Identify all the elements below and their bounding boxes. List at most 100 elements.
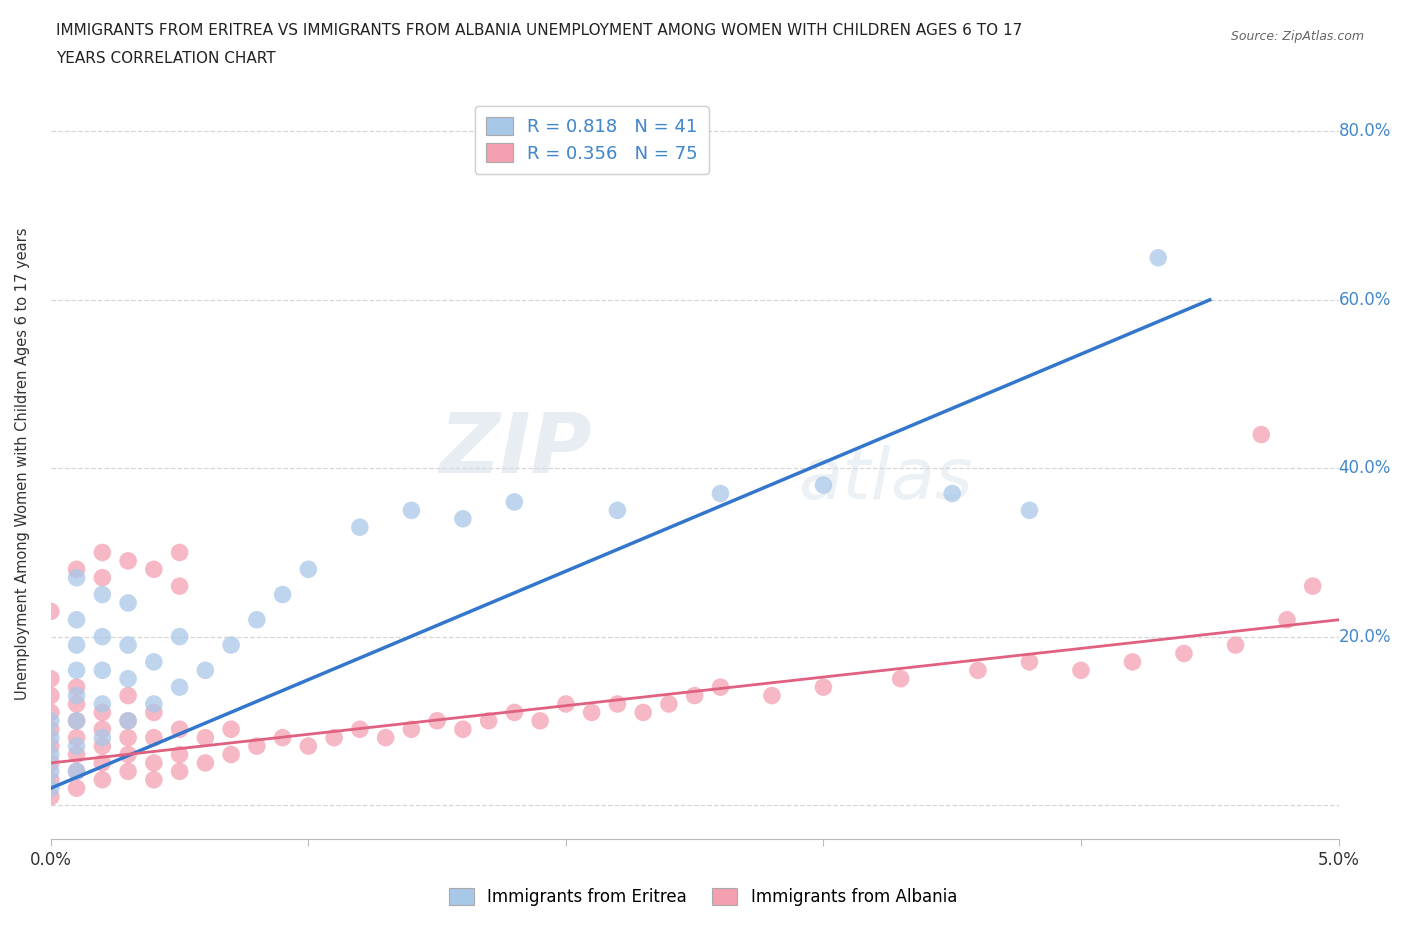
Point	[65, 663, 87, 678]
Point	[65, 680, 87, 695]
Point	[349, 722, 371, 737]
Point	[65, 612, 87, 627]
Point	[117, 638, 139, 653]
Point	[117, 747, 139, 762]
Point	[91, 697, 114, 711]
Point	[194, 755, 217, 770]
Point	[297, 562, 319, 577]
Point	[91, 772, 114, 787]
Point	[169, 545, 191, 560]
Point	[246, 738, 269, 753]
Point	[142, 705, 165, 720]
Point	[606, 697, 628, 711]
Point	[529, 713, 551, 728]
Point	[271, 730, 294, 745]
Point	[451, 722, 474, 737]
Point	[65, 713, 87, 728]
Point	[503, 705, 526, 720]
Point	[91, 738, 114, 753]
Point	[39, 688, 62, 703]
Legend: Immigrants from Eritrea, Immigrants from Albania: Immigrants from Eritrea, Immigrants from…	[443, 881, 963, 912]
Point	[581, 705, 603, 720]
Point	[65, 738, 87, 753]
Point	[246, 612, 269, 627]
Point	[142, 562, 165, 577]
Point	[39, 764, 62, 778]
Point	[451, 512, 474, 526]
Point	[117, 713, 139, 728]
Point	[91, 570, 114, 585]
Point	[169, 578, 191, 593]
Point	[813, 478, 835, 493]
Point	[503, 495, 526, 510]
Text: YEARS CORRELATION CHART: YEARS CORRELATION CHART	[56, 51, 276, 66]
Point	[117, 713, 139, 728]
Text: 80.0%: 80.0%	[1339, 123, 1391, 140]
Point	[91, 705, 114, 720]
Point	[142, 772, 165, 787]
Point	[658, 697, 681, 711]
Point	[401, 503, 423, 518]
Point	[65, 570, 87, 585]
Point	[39, 705, 62, 720]
Point	[813, 680, 835, 695]
Point	[478, 713, 501, 728]
Point	[65, 764, 87, 778]
Point	[39, 781, 62, 796]
Point	[1173, 646, 1195, 661]
Point	[117, 688, 139, 703]
Point	[39, 755, 62, 770]
Point	[606, 503, 628, 518]
Point	[39, 722, 62, 737]
Point	[117, 595, 139, 610]
Point	[683, 688, 706, 703]
Point	[1275, 612, 1298, 627]
Point	[890, 671, 912, 686]
Point	[219, 747, 242, 762]
Point	[65, 781, 87, 796]
Point	[967, 663, 990, 678]
Y-axis label: Unemployment Among Women with Children Ages 6 to 17 years: Unemployment Among Women with Children A…	[15, 228, 30, 700]
Point	[39, 730, 62, 745]
Point	[1225, 638, 1247, 653]
Text: Source: ZipAtlas.com: Source: ZipAtlas.com	[1230, 30, 1364, 43]
Point	[91, 545, 114, 560]
Point	[65, 688, 87, 703]
Text: 60.0%: 60.0%	[1339, 291, 1391, 309]
Point	[117, 553, 139, 568]
Point	[142, 755, 165, 770]
Point	[39, 604, 62, 618]
Text: atlas: atlas	[797, 445, 973, 513]
Point	[169, 722, 191, 737]
Point	[65, 764, 87, 778]
Point	[219, 722, 242, 737]
Point	[117, 730, 139, 745]
Point	[374, 730, 396, 745]
Point	[117, 671, 139, 686]
Point	[91, 755, 114, 770]
Text: ZIP: ZIP	[439, 408, 592, 489]
Point	[1250, 427, 1272, 442]
Point	[709, 680, 731, 695]
Point	[142, 730, 165, 745]
Point	[39, 671, 62, 686]
Point	[194, 730, 217, 745]
Point	[1302, 578, 1324, 593]
Point	[194, 663, 217, 678]
Point	[91, 630, 114, 644]
Point	[169, 680, 191, 695]
Point	[142, 697, 165, 711]
Point	[65, 747, 87, 762]
Point	[1147, 250, 1170, 265]
Text: 40.0%: 40.0%	[1339, 459, 1391, 477]
Point	[1121, 655, 1143, 670]
Point	[91, 722, 114, 737]
Point	[1018, 655, 1040, 670]
Point	[554, 697, 576, 711]
Point	[941, 486, 963, 501]
Point	[297, 738, 319, 753]
Point	[631, 705, 654, 720]
Text: IMMIGRANTS FROM ERITREA VS IMMIGRANTS FROM ALBANIA UNEMPLOYMENT AMONG WOMEN WITH: IMMIGRANTS FROM ERITREA VS IMMIGRANTS FR…	[56, 23, 1022, 38]
Point	[761, 688, 783, 703]
Point	[91, 730, 114, 745]
